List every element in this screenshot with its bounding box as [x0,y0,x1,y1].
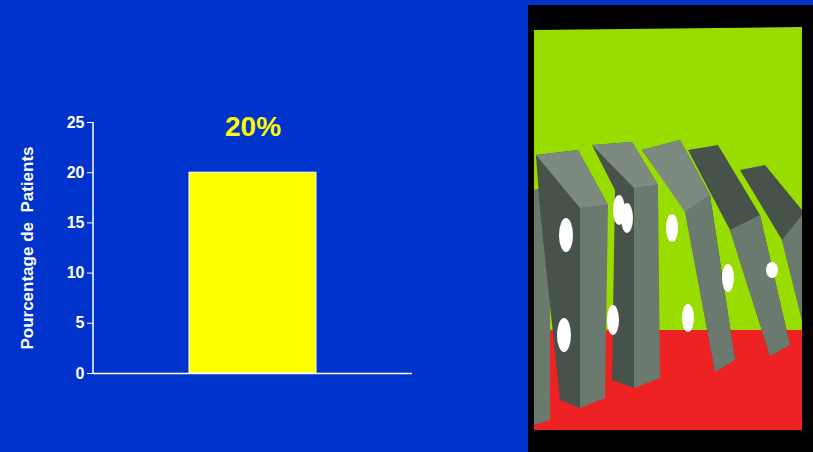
svg-text:20%: 20% [225,111,281,142]
svg-text:15: 15 [67,214,85,231]
svg-text:25: 25 [67,114,85,131]
svg-text:0: 0 [76,365,85,382]
svg-text:5: 5 [76,314,85,331]
svg-text:10: 10 [67,264,85,281]
svg-text:Pourcentage de Patients: Pourcentage de Patients [18,146,37,349]
svg-text:20: 20 [67,164,85,181]
